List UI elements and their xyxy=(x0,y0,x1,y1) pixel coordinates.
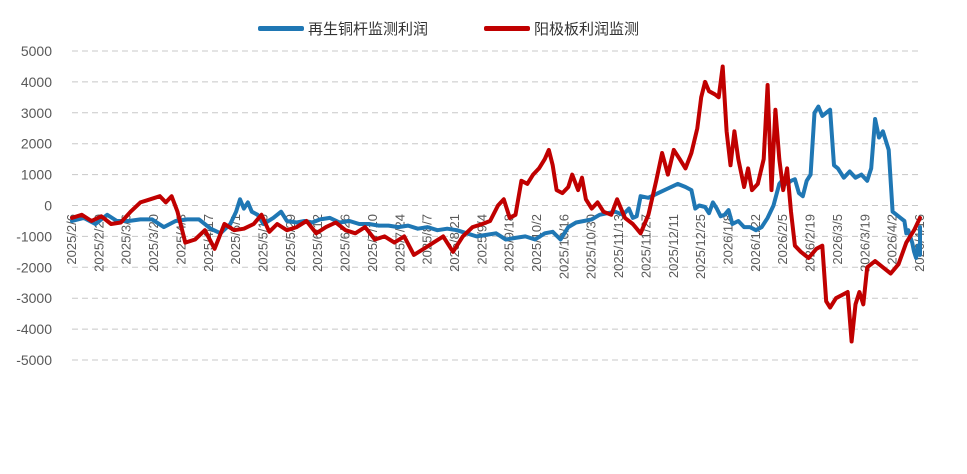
y-tick-label: 3000 xyxy=(21,105,52,121)
x-tick-label: 2025/8/7 xyxy=(420,214,435,265)
y-tick-label: -4000 xyxy=(16,321,52,337)
y-tick-label: -2000 xyxy=(16,259,52,275)
x-tick-label: 2025/12/25 xyxy=(693,214,708,279)
x-tick-label: 2026/4/2 xyxy=(885,214,900,265)
x-tick-label: 2025/10/2 xyxy=(529,214,544,272)
x-tick-label: 2025/11/13 xyxy=(611,214,626,278)
x-tick-label: 2025/2/20 xyxy=(91,214,106,272)
x-tick-label: 2025/3/20 xyxy=(146,214,161,272)
series-lines xyxy=(70,64,922,344)
legend-label-recycled-copper-rod: 再生铜杆监测利润 xyxy=(308,19,429,38)
x-tick-label: 2026/3/5 xyxy=(830,214,845,265)
legend-item-anode-plate: 阳极板利润监测 xyxy=(484,14,639,42)
gridlines xyxy=(72,50,920,361)
x-tick-label: 2026/1/8 xyxy=(721,214,736,265)
legend-label-anode-plate: 阳极板利润监测 xyxy=(534,19,640,38)
x-tick-label: 2025/9/18 xyxy=(502,214,517,272)
x-tick-label: 2026/3/19 xyxy=(857,214,872,272)
x-tick-label: 2025/2/6 xyxy=(64,214,79,265)
legend-swatch-red xyxy=(484,25,530,31)
x-tick-label: 2025/10/30 xyxy=(584,214,599,279)
series-line-anode-plate xyxy=(70,64,922,344)
y-tick-label: -5000 xyxy=(16,352,52,368)
x-tick-label: 2026/2/5 xyxy=(775,214,790,265)
y-tick-label: -1000 xyxy=(16,228,52,244)
legend-swatch-blue xyxy=(258,25,304,31)
y-tick-label: 5000 xyxy=(21,43,52,59)
x-tick-label: 2025/4/3 xyxy=(173,214,188,265)
x-tick-label: 2025/10/16 xyxy=(556,214,571,279)
y-tick-label: -3000 xyxy=(16,290,52,306)
legend-item-recycled-copper-rod: 再生铜杆监测利润 xyxy=(258,14,428,42)
x-tick-label: 2025/12/11 xyxy=(666,214,681,278)
legend: 再生铜杆监测利润 阳极板利润监测 xyxy=(0,14,967,42)
y-tick-label: 1000 xyxy=(21,167,52,183)
y-tick-label: 0 xyxy=(44,198,52,214)
y-axis-ticks: 5000 4000 3000 2000 1000 0 -1000 -2000 -3000 -400… xyxy=(16,43,52,368)
x-tick-label: 2025/3/6 xyxy=(119,214,134,265)
y-tick-label: 2000 xyxy=(21,136,52,152)
x-tick-label: 2026/1/22 xyxy=(748,214,763,272)
y-tick-label: 4000 xyxy=(21,74,52,90)
x-tick-label: 2026/2/19 xyxy=(803,214,818,272)
